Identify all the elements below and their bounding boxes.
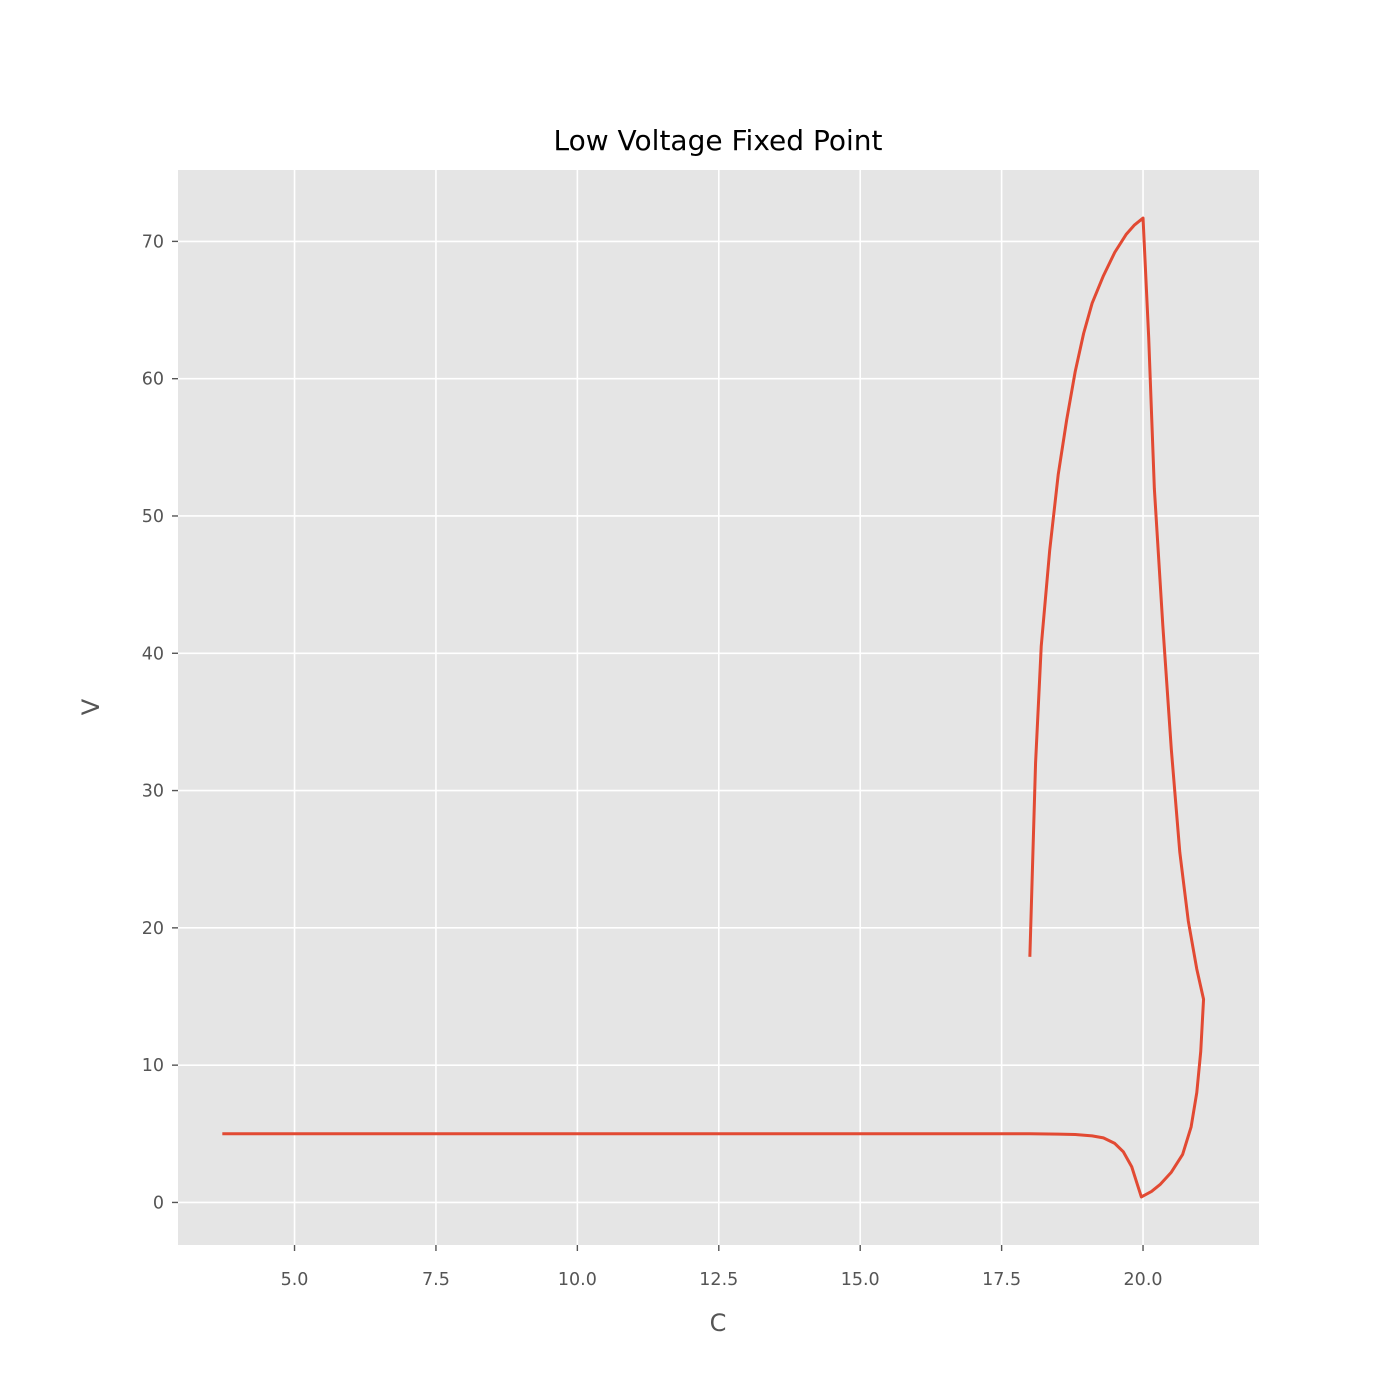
y-gridlines bbox=[178, 240, 1259, 1204]
y-tick-label: 10 bbox=[142, 1056, 164, 1076]
chart-title: Low Voltage Fixed Point bbox=[554, 124, 883, 157]
y-tick-label: 50 bbox=[142, 507, 164, 527]
y-tick-label: 30 bbox=[142, 782, 164, 802]
x-tick-label: 15.0 bbox=[841, 1270, 880, 1290]
x-axis-label: C bbox=[710, 1309, 727, 1337]
y-tick-label: 60 bbox=[142, 370, 164, 390]
x-tick-label: 20.0 bbox=[1124, 1270, 1163, 1290]
series-line bbox=[222, 216, 1206, 1199]
y-tick-label: 40 bbox=[142, 644, 164, 664]
x-tick-label: 12.5 bbox=[699, 1270, 738, 1290]
y-axis-label: V bbox=[77, 698, 105, 715]
x-tick-label: 17.5 bbox=[982, 1270, 1021, 1290]
y-axis: 0 10 20 30 40 50 60 70 bbox=[142, 232, 178, 1213]
x-tick-label: 7.5 bbox=[422, 1270, 450, 1290]
y-tick-label: 70 bbox=[142, 232, 164, 252]
x-tick-label: 10.0 bbox=[558, 1270, 597, 1290]
x-tick-label: 5.0 bbox=[281, 1270, 309, 1290]
series-layer bbox=[222, 216, 1206, 1199]
x-axis: 5.0 7.5 10.0 12.5 15.0 17.5 20.0 bbox=[281, 1245, 1163, 1290]
y-tick-label: 0 bbox=[153, 1193, 164, 1213]
y-tick-label: 20 bbox=[142, 919, 164, 939]
